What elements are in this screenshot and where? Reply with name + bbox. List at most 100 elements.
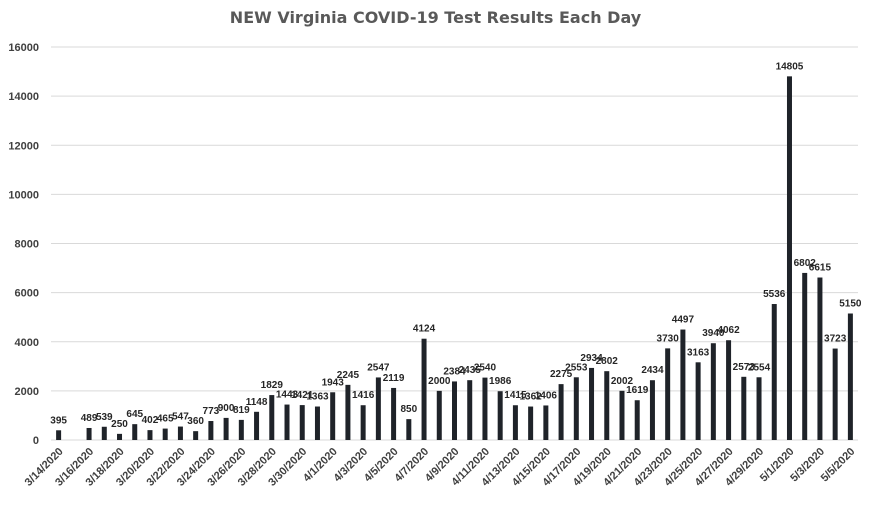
data-label: 645 [126, 409, 143, 420]
bar-series [56, 76, 853, 441]
data-label: 2275 [550, 369, 573, 380]
data-label: 3723 [824, 334, 847, 345]
data-label: 3940 [702, 328, 725, 339]
bar [726, 340, 732, 440]
data-label: 1406 [535, 390, 558, 401]
data-label: 1986 [489, 376, 512, 387]
data-label: 402 [142, 415, 159, 426]
data-label: 1443 [276, 390, 299, 401]
data-label: 1363 [306, 392, 329, 403]
bar [619, 390, 625, 440]
data-label: 2934 [580, 353, 603, 364]
bar [360, 405, 366, 440]
bar [269, 395, 275, 440]
data-label: 6615 [809, 263, 832, 274]
data-label: 819 [233, 405, 250, 416]
data-label: 1148 [246, 397, 268, 408]
bar [345, 384, 351, 440]
data-label: 2540 [474, 363, 497, 374]
x-axis: 3/14/20203/16/20203/18/20203/20/20203/22… [23, 446, 858, 489]
bar [314, 406, 320, 440]
bar [101, 426, 107, 440]
bar [710, 343, 716, 440]
bar [56, 430, 62, 440]
data-label: 2435 [459, 365, 482, 376]
bar [162, 428, 168, 440]
y-tick-label: 2000 [15, 386, 39, 398]
data-label: 5536 [763, 289, 786, 300]
data-label: 6802 [794, 258, 817, 269]
bar [132, 424, 138, 440]
data-label: 2573 [733, 362, 756, 373]
bar [238, 419, 244, 440]
bar [223, 417, 229, 440]
bar [147, 430, 153, 440]
y-tick-label: 6000 [15, 288, 39, 300]
bar [482, 377, 488, 440]
data-label: 489 [81, 413, 98, 424]
bar [589, 367, 595, 440]
bar [665, 348, 671, 440]
bar [649, 380, 655, 440]
data-label: 4497 [672, 315, 695, 326]
bar [634, 400, 640, 440]
y-tick-label: 12000 [8, 140, 39, 152]
bar [299, 405, 305, 440]
data-label: 1415 [504, 390, 527, 401]
bar [741, 376, 747, 440]
bar [695, 362, 701, 440]
y-tick-label: 14000 [8, 91, 39, 103]
bar [284, 404, 290, 440]
bar [86, 427, 92, 440]
data-label: 2245 [337, 370, 360, 381]
data-label: 2384 [443, 366, 466, 377]
bar [391, 387, 397, 440]
chart-title: NEW Virginia COVID-19 Test Results Each … [229, 8, 642, 27]
data-label: 4124 [413, 324, 436, 335]
bar [847, 313, 853, 440]
bar [452, 381, 457, 440]
y-tick-label: 16000 [8, 42, 39, 54]
data-label: 2000 [428, 376, 451, 387]
bar [680, 329, 686, 440]
y-tick-label: 4000 [15, 337, 39, 349]
data-label: 465 [157, 414, 174, 425]
data-label: 773 [203, 406, 220, 417]
data-label: 2554 [748, 362, 771, 373]
bar [802, 272, 808, 440]
bar [193, 431, 199, 440]
data-label: 250 [111, 419, 128, 430]
data-label: 1421 [291, 390, 314, 401]
y-tick-label: 8000 [15, 239, 39, 251]
y-axis: 0 2000 4000 6000 8000 10000 12000 14000 16000 [8, 42, 39, 447]
data-label: 3730 [657, 333, 680, 344]
bar [604, 371, 610, 440]
data-label: 900 [218, 403, 235, 414]
data-label: 2002 [611, 376, 634, 387]
bar [786, 76, 792, 441]
data-label: 1416 [352, 390, 375, 401]
bar [756, 377, 762, 440]
data-label: 3163 [687, 347, 710, 358]
bar [512, 405, 518, 440]
data-label: 2553 [565, 362, 588, 373]
data-label: 547 [172, 412, 189, 423]
data-label: 2547 [367, 362, 390, 373]
data-label: 4062 [717, 325, 740, 336]
bar [817, 277, 823, 440]
bar [330, 392, 336, 440]
bar [208, 421, 214, 440]
data-label: 2119 [383, 373, 405, 384]
bar [177, 426, 183, 440]
data-label: 850 [400, 404, 417, 415]
bar [254, 411, 260, 440]
bar [573, 377, 579, 440]
bar [406, 419, 412, 440]
data-label: 539 [96, 412, 113, 423]
data-label: 1619 [626, 385, 649, 396]
bar [421, 338, 427, 440]
data-label: 360 [187, 416, 204, 427]
bar [528, 406, 534, 440]
data-label: 395 [50, 415, 67, 426]
